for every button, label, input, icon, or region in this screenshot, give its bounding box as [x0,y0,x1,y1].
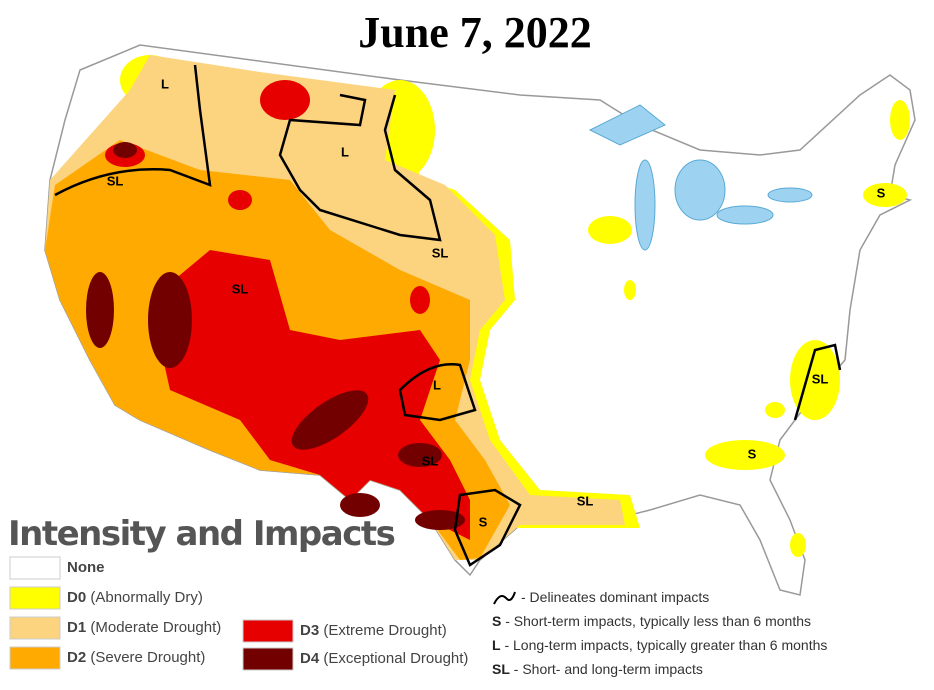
impact-label: S [748,446,757,461]
impact-desc: - Short-term impacts, typically less tha… [505,613,811,629]
legend-label: D4 (Exceptional Drought) [300,650,468,667]
legend-swatch [9,586,61,610]
legend-heading: Intensity and Impacts [8,514,395,554]
great-lakes [588,104,813,251]
map-title: June 7, 2022 [358,8,591,57]
legend-desc: (Exceptional Drought) [323,650,468,667]
legend-swatch [242,647,294,671]
impact-desc: - Short- and long-term impacts [514,661,703,677]
impacts-legend: - Delineates dominant impacts S - Short-t… [492,589,827,677]
impact-label: SL [432,245,449,260]
legend-label: None [67,559,105,576]
legend-none: None [67,559,105,576]
impact-labels: L L SL SL SL L SL SL S SL S S [107,76,886,529]
impact-label: SL [107,173,124,188]
legend-swatch [9,556,61,580]
impact-label: L [433,377,441,392]
impact-boundaries [54,64,842,567]
legend-label: D0 (Abnormally Dry) [67,589,203,606]
legend-label: D1 (Moderate Drought) [67,619,221,636]
impact-label: SL [422,453,439,468]
impact-desc: - Delineates dominant impacts [521,589,709,605]
legend-desc: (Severe Drought) [90,649,205,666]
impact-desc: - Long-term impacts, typically greater t… [504,637,827,653]
impact-symbol: L [492,637,501,653]
legend-swatch [9,646,61,670]
legend-desc: (Extreme Drought) [323,622,446,639]
legend-swatch [242,619,294,643]
impact-label: L [341,144,349,159]
impact-text: SL - Short- and long-term impacts [492,661,703,677]
legend-label: D3 (Extreme Drought) [300,622,447,639]
legend-code: D1 [67,619,86,636]
legend-code: D2 [67,649,86,666]
impact-line-icon [493,591,516,605]
impact-text: L - Long-term impacts, typically greater… [492,637,827,653]
impact-symbol: SL [492,661,510,677]
legend-desc: (Abnormally Dry) [90,589,203,606]
legend-swatch [9,616,61,640]
legend-code: D3 [300,622,319,639]
legend-label: D2 (Severe Drought) [67,649,205,666]
legend-code: D4 [300,650,320,667]
impact-label: S [479,514,488,529]
drought-area [86,142,465,530]
impact-label: L [161,76,169,91]
impact-label: SL [577,493,594,508]
impact-symbol: S [492,613,501,629]
impact-label: S [877,185,886,200]
impact-text: S - Short-term impacts, typically less t… [492,613,811,629]
us-map [44,44,916,596]
impact-text: - Delineates dominant impacts [521,589,709,605]
impact-label: SL [812,371,829,386]
legend-code: D0 [67,589,86,606]
impact-label: SL [232,281,249,296]
legend-desc: (Moderate Drought) [90,619,221,636]
